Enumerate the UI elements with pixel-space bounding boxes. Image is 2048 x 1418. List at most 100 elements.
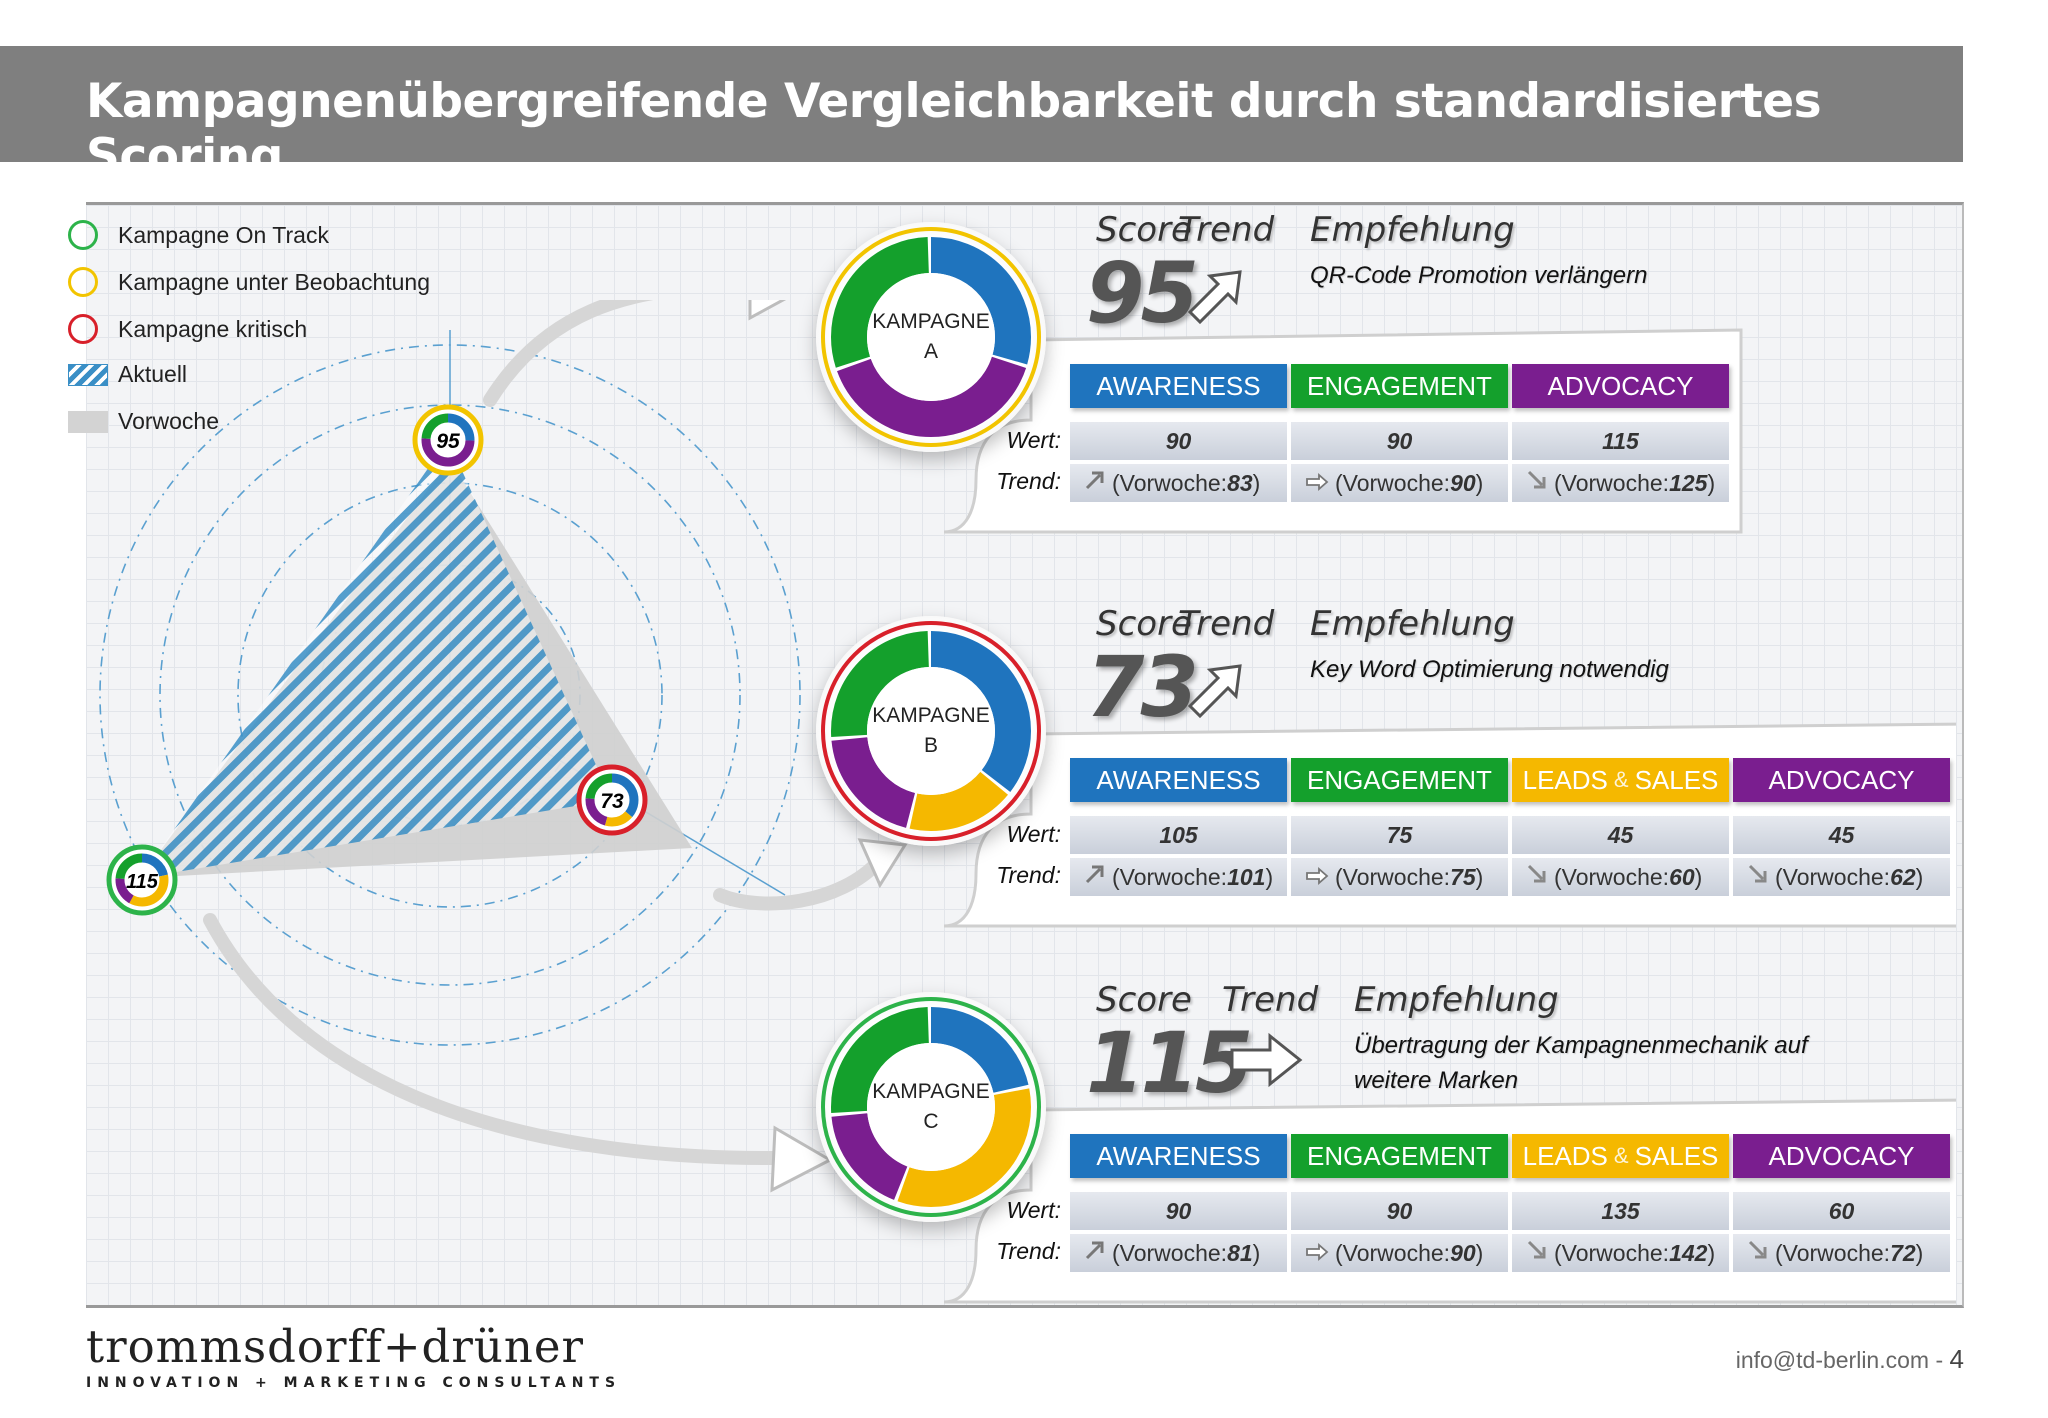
value-row-label: Wert: [1006,1197,1061,1223]
legend-item-watch: Kampagne unter Beobachtung [68,267,430,297]
footer: info@td-berlin.com - 4 [1736,1344,1964,1375]
campaign-name: KAMPAGNE [872,704,990,727]
campaign-name: KAMPAGNE [872,310,990,333]
category-trend: (Vorwoche: 90) [1291,464,1508,502]
arrow-up-right-icon [1182,654,1252,729]
legend-item-critical: Kampagne kritisch [68,314,307,344]
trend-row-label: Trend: [996,468,1061,494]
trend-header: Trend [1178,210,1275,250]
score-header: Score [1096,980,1192,1020]
category-trend: (Vorwoche: 83) [1070,464,1287,502]
category-trend: (Vorwoche: 101) [1070,858,1287,896]
campaign-panel-c: KAMPAGNE C Score Trend Empfehlung 115 Übertrag… [816,980,1956,1310]
category-trend: (Vorwoche: 62) [1733,858,1950,896]
category-aw: AWARENESS [1070,758,1287,802]
arrow-right-icon [1305,1240,1335,1267]
arrow-right-icon [1305,864,1335,891]
recommendation-header: Empfehlung [1310,210,1515,250]
campaign-donut: KAMPAGNE C [816,992,1046,1222]
page-title: Kampagnenübergreifende Vergleichbarkeit … [86,74,1822,184]
category-aw: AWARENESS [1070,1134,1287,1178]
footer-separator: - [1929,1347,1950,1373]
radar-point-label-c: 115 [126,871,159,893]
arrow-up-right-icon [1182,260,1252,335]
value-row-label: Wert: [1006,821,1061,847]
logo-name: trommsdorff+drüner [86,1320,584,1373]
campaign-panel-b: KAMPAGNE B Score Trend Empfehlung 73 Key Word … [816,604,1956,934]
campaign-letter: C [923,1110,939,1133]
category-trend: (Vorwoche: 125) [1512,464,1729,502]
category-en: ENGAGEMENT [1291,364,1508,408]
hatched-swatch-icon [68,363,108,386]
red-circle-icon [68,314,98,344]
footer-email: info@td-berlin.com [1735,1347,1930,1373]
category-ls: LEADS & SALES [1512,1134,1729,1178]
campaign-panel-a: KAMPAGNE A Score Trend Empfehlung 95 QR-Code P… [816,210,1956,540]
arrow-up-right-icon [1084,863,1112,891]
trend-row-label: Trend: [996,1238,1061,1264]
campaign-donut: KAMPAGNE A [816,222,1046,452]
arrow-up-right-icon [1084,469,1112,497]
score-header: Score [1096,604,1192,644]
category-trend: (Vorwoche: 90) [1291,1234,1508,1272]
grey-swatch-icon [68,410,108,433]
arrow-up-right-icon [1084,1239,1112,1267]
trend-header: Trend [1222,980,1319,1020]
arrow-right-icon [1305,470,1335,497]
page-number: 4 [1949,1344,1964,1374]
radar-point-label-a: 95 [436,430,460,453]
green-circle-icon [68,220,98,250]
title-banner: Kampagnenübergreifende Vergleichbarkeit … [0,46,1963,184]
category-value: 45 [1733,816,1950,854]
radar-point-a: 95 [412,404,484,476]
value-row-label: Wert: [1006,427,1061,453]
logo-tagline: INNOVATION + MARKETING CONSULTANTS [86,1375,622,1391]
campaign-score: 115 [1086,1014,1253,1112]
category-value: 90 [1070,422,1287,460]
campaign-name: KAMPAGNE [872,1080,990,1103]
radar-chart: 95 73 115 [99,300,908,1193]
category-value: 45 [1512,816,1729,854]
yellow-circle-icon [68,267,98,297]
legend-item-on-track: Kampagne On Track [68,220,329,250]
campaign-letter: A [923,340,938,363]
arrow-down-right-icon [1526,863,1554,891]
category-value: 75 [1291,816,1508,854]
radar-point-b: 73 [576,764,648,836]
category-ad: ADVOCACY [1733,1134,1950,1178]
arrow-heads [748,300,908,1193]
category-value: 135 [1512,1192,1729,1230]
category-value: 90 [1291,422,1508,460]
category-ls: LEADS & SALES [1512,758,1729,802]
category-trend: (Vorwoche: 60) [1512,858,1729,896]
category-value: 90 [1070,1192,1287,1230]
category-value: 90 [1291,1192,1508,1230]
arrow-down-right-icon [1526,1239,1554,1267]
radar-point-label-b: 73 [600,790,624,813]
category-value: 60 [1733,1192,1950,1230]
legend-item-previous-week: Vorwoche [68,408,219,435]
radar-point-c: 115 [106,844,178,916]
trend-row-label: Trend: [996,862,1061,888]
category-ad: ADVOCACY [1733,758,1950,802]
recommendation-text: QR-Code Promotion verlängern [1310,262,1648,289]
category-aw: AWARENESS [1070,364,1287,408]
category-ad: ADVOCACY [1512,364,1729,408]
category-trend: (Vorwoche: 72) [1733,1234,1950,1272]
campaign-score: 95 [1086,244,1199,342]
campaign-score: 73 [1086,638,1199,736]
category-value: 115 [1512,422,1729,460]
connector-arrows [203,300,887,1166]
score-header: Score [1096,210,1192,250]
campaign-donut: KAMPAGNE B [816,616,1046,846]
trend-header: Trend [1178,604,1275,644]
legend-item-current: Aktuell [68,361,187,388]
radar-area-current [140,440,612,878]
recommendation-header: Empfehlung [1310,604,1515,644]
arrow-down-right-icon [1747,1239,1775,1267]
campaign-letter: B [923,734,938,757]
arrow-down-right-icon [1747,863,1775,891]
category-en: ENGAGEMENT [1291,1134,1508,1178]
category-trend: (Vorwoche: 75) [1291,858,1508,896]
category-value: 105 [1070,816,1287,854]
